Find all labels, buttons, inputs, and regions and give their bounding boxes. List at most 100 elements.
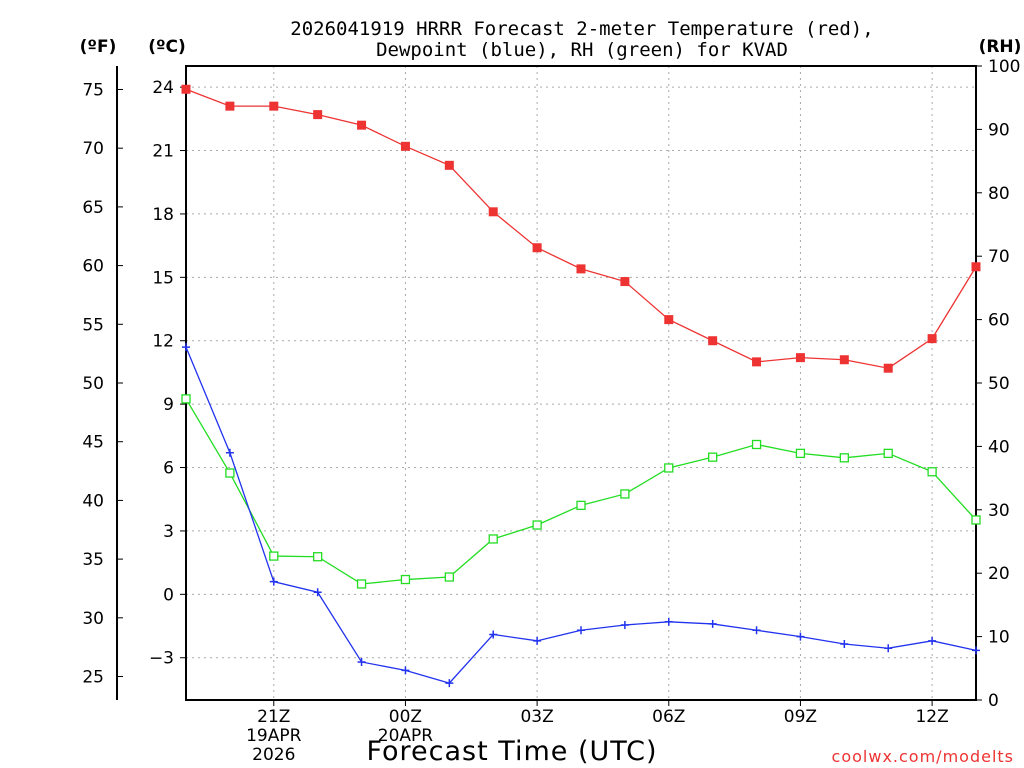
celsius-tick-label: 18 [152,205,174,225]
celsius-tick-label: −3 [149,649,174,669]
dewpoint-point [445,679,454,688]
rh-point [181,394,191,404]
rh-unit-label: (RH) [979,37,1022,57]
rh-tick-label: 0 [988,691,999,711]
fahrenheit-tick-label: 35 [82,550,104,570]
temperature-point [400,141,410,151]
chart-title-line1: 2026041919 HRRR Forecast 2-meter Tempera… [290,18,873,40]
dewpoint-point [884,644,893,653]
temperature-point [181,84,191,94]
dewpoint-point [313,588,322,597]
fahrenheit-tick-label: 65 [82,198,104,218]
temperature-series [181,84,981,373]
celsius-axis: 24 21 18 15 12 9 6 3 0 −3 [149,78,186,669]
fahrenheit-tick-label: 75 [82,80,104,100]
rh-point [620,489,630,499]
chart-title-line2: Dewpoint (blue), RH (green) for KVAD [376,39,788,61]
temperature-point [532,243,542,253]
celsius-tick-label: 12 [152,332,174,352]
temperature-point [576,264,586,274]
rh-point [839,453,849,463]
dewpoint-point [489,630,498,639]
temperature-point [488,207,498,217]
temperature-point [839,355,849,365]
dewpoint-point [577,626,585,635]
fahrenheit-tick-label: 60 [82,257,104,277]
time-tick-label: 09Z [784,707,817,727]
time-tick-label: 21Z [257,707,290,727]
dewpoint-point [357,657,366,666]
rh-point [444,572,454,582]
time-tick-label: 03Z [520,707,553,727]
rh-point [795,448,806,459]
temperature-point [752,357,762,367]
fahrenheit-tick-label: 70 [82,139,104,159]
dewpoint-point [752,626,761,635]
celsius-tick-label: 3 [163,522,174,542]
time-tick-label: 06Z [652,707,685,727]
celsius-tick-label: 24 [152,78,174,98]
temperature-point [708,336,718,346]
rh-tick-label: 80 [988,184,1010,204]
fahrenheit-tick-label: 40 [82,491,104,511]
temperature-point [971,262,981,272]
dewpoint-point [620,620,629,629]
celsius-tick-label: 15 [152,268,174,288]
rh-point [356,579,367,589]
rh-tick-label: 40 [988,437,1010,457]
rh-point [751,439,762,450]
dewpoint-series [182,343,980,688]
temperature-point [795,353,805,363]
dewpoint-point [796,632,805,641]
fahrenheit-axis: 75 70 65 60 55 50 45 40 35 30 25 [82,80,123,688]
rh-point [927,467,937,477]
rh-point [400,574,411,585]
celsius-tick-label: 0 [163,585,174,605]
dewpoint-point [533,636,542,645]
rh-point [664,463,674,473]
rh-tick-label: 10 [988,628,1010,648]
temperature-point [269,101,279,111]
temperature-line [185,88,977,369]
rh-point [576,500,586,511]
rh-series [181,394,981,589]
dewpoint-point [840,639,849,648]
rh-tick-label: 100 [988,57,1020,77]
time-tick-label: 12Z [915,707,948,727]
rh-point [532,520,542,530]
fahrenheit-tick-label: 55 [82,315,104,335]
dewpoint-point [928,636,937,645]
rh-tick-label: 50 [988,374,1010,394]
plot-frame [185,65,977,701]
time-tick-label: 20APR [378,726,434,746]
time-tick-label: 19APR [246,726,302,746]
temperature-point [927,334,937,344]
temperature-point [883,363,893,373]
time-tick-label: 2026 [252,745,295,765]
grid-lines [186,66,976,700]
rh-tick-label: 60 [988,311,1010,331]
fahrenheit-tick-label: 50 [82,374,104,394]
celsius-tick-label: 9 [163,395,174,415]
dewpoint-point [664,617,673,626]
dewpoint-point [182,343,190,352]
temperature-point [620,277,630,287]
dewpoint-point [225,448,234,457]
rh-point [488,534,498,544]
rh-point [313,552,323,562]
fahrenheit-tick-label: 25 [82,668,104,688]
temperature-point [444,160,454,170]
dewpoint-point [269,577,278,586]
fahrenheit-tick-label: 30 [82,609,104,629]
rh-point [269,551,279,561]
temperature-point [313,110,323,120]
temperature-point [357,120,367,130]
rh-tick-label: 90 [988,120,1010,140]
dewpoint-point [401,666,410,675]
rh-point [708,452,718,462]
rh-tick-label: 70 [988,247,1010,267]
dewpoint-point [972,646,980,655]
